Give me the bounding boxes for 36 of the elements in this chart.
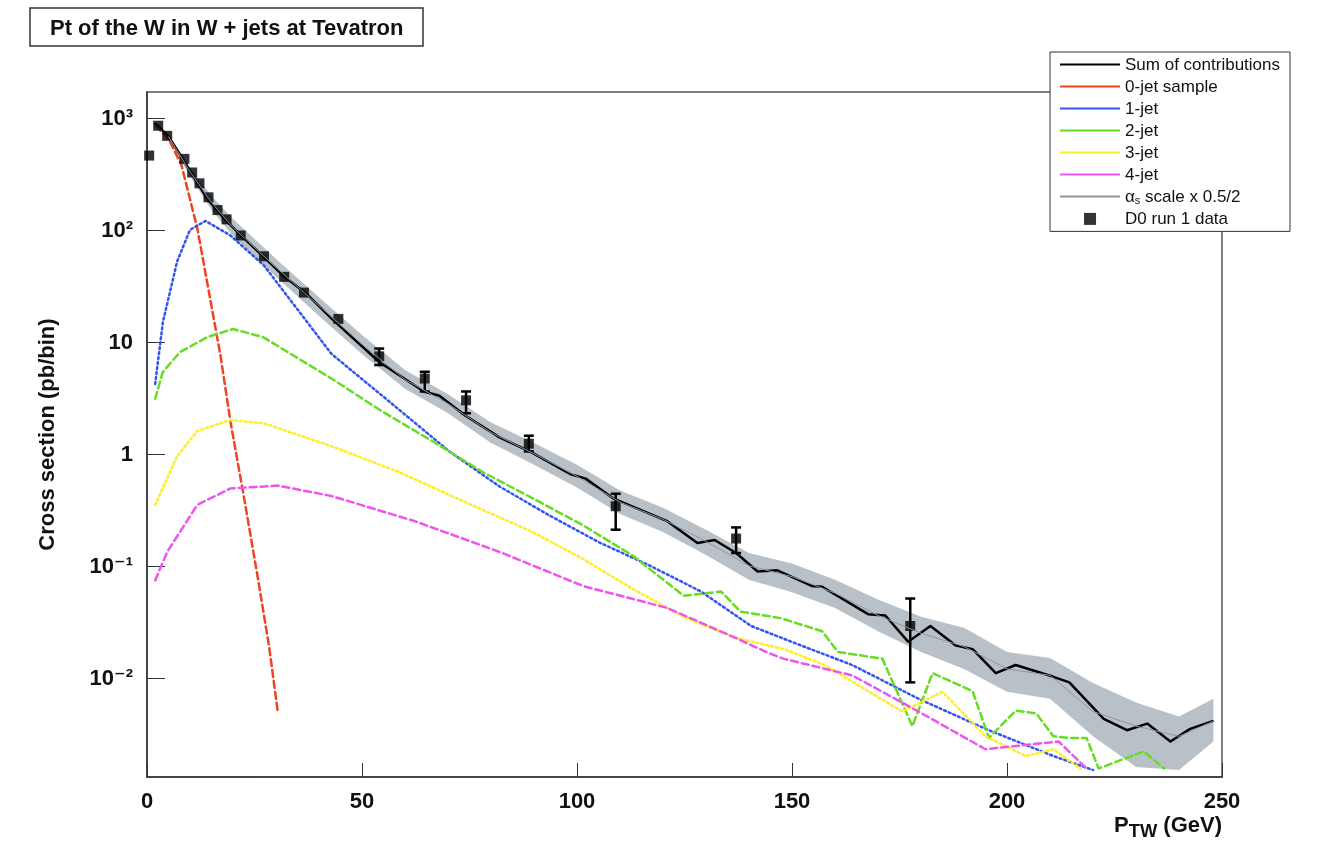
point	[610, 501, 621, 512]
y-tick-label: 10⁻¹	[89, 553, 133, 579]
y-tick-label: 10²	[101, 217, 133, 243]
line-series	[153, 327, 1166, 770]
y-tick-label: 10	[108, 329, 133, 355]
y-tick-label: 1	[120, 441, 133, 467]
x-tick-label: 100	[558, 787, 596, 813]
point	[731, 533, 742, 544]
point	[333, 313, 344, 324]
x-axis-title: P$_{TW}$ (GeV)	[1114, 812, 1222, 843]
legend-label: 4-jet	[1125, 165, 1159, 184]
y-tick-label: 10⁻²	[89, 665, 133, 691]
x-tick-label: 0	[140, 787, 154, 813]
y-axis-title: Cross section (pb/bin)	[33, 318, 59, 551]
point	[153, 120, 164, 131]
y-tick-label: 10³	[101, 105, 133, 131]
legend-label: Sum of contributions	[1125, 55, 1280, 74]
x-tick-label: 150	[773, 787, 811, 813]
line-series	[153, 418, 1082, 770]
legend-label: 1-jet	[1125, 99, 1159, 118]
chart-title: Pt of the W in W + jets at Tevatron	[50, 14, 404, 40]
point	[144, 150, 155, 161]
legend-label: 0-jet sample	[1125, 77, 1218, 96]
line-series	[153, 484, 1088, 770]
legend-label: 3-jet	[1125, 143, 1159, 162]
point	[162, 130, 173, 141]
legend-label: D0 run 1 data	[1125, 209, 1229, 229]
legend-label: 2-jet	[1125, 121, 1159, 140]
legend-label: αs scale x 0.5/2	[1125, 187, 1241, 206]
line-series	[153, 219, 1095, 772]
x-tick-label: 250	[1203, 787, 1241, 813]
point	[461, 395, 472, 406]
x-tick-label: 50	[349, 787, 375, 813]
point	[419, 373, 430, 384]
x-tick-label: 200	[988, 787, 1026, 813]
point	[523, 438, 534, 449]
